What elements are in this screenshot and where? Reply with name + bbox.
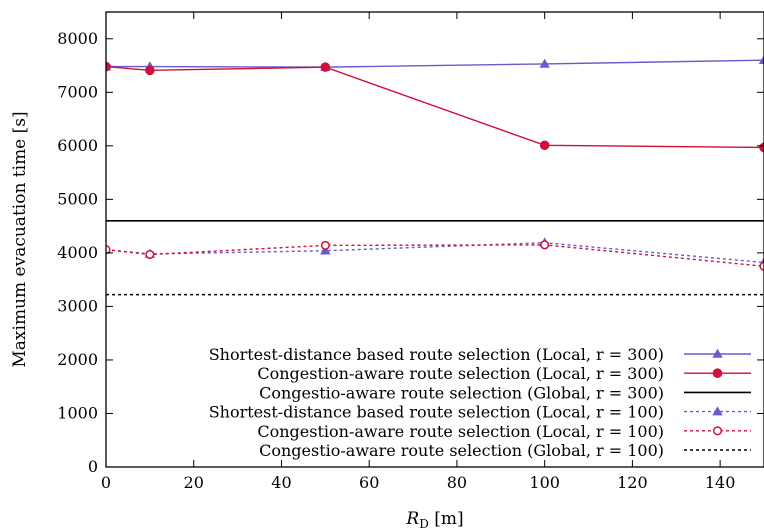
y-tick-label: 3000: [57, 296, 98, 315]
legend-label: Shortest-distance based route selection …: [209, 403, 664, 422]
y-tick-label: 0: [88, 457, 98, 476]
x-axis-label-symbol: R: [405, 509, 419, 529]
legend-entry-3: Congestio-aware route selection (Global,…: [259, 383, 751, 402]
series-line: [106, 65, 764, 149]
series-line: [106, 59, 764, 68]
data-point: [759, 142, 764, 153]
legend-entry-1: Shortest-distance based route selection …: [209, 345, 751, 364]
y-tick-label: 4000: [57, 243, 98, 262]
legend-swatch-marker: [712, 426, 723, 436]
legend-entry-5: Congestion-aware route selection (Local,…: [257, 422, 751, 441]
x-tick-label: 40: [271, 473, 291, 492]
legend-entry-2: Congestion-aware route selection (Local,…: [257, 364, 751, 383]
data-point: [106, 245, 111, 255]
legend-label: Congestio-aware route selection (Global,…: [259, 441, 664, 460]
series-layer: [106, 54, 764, 296]
series-line: [106, 242, 764, 264]
series-5: [106, 240, 764, 271]
axes-layer: 0 1000 2000 3000 4000 5000 6000 7000 8000 0 20 40 60…: [10, 11, 764, 529]
legend-swatch-marker: [712, 348, 723, 358]
data-point: [320, 245, 331, 255]
x-tick-label: 80: [447, 473, 467, 492]
y-tick-label: 8000: [57, 29, 98, 48]
data-point: [540, 240, 550, 250]
data-point: [759, 261, 764, 271]
data-point: [320, 62, 331, 72]
data-point: [145, 249, 155, 260]
data-point: [539, 140, 550, 151]
y-tick-label: 5000: [57, 189, 98, 208]
legend-swatch-marker: [712, 368, 723, 379]
series-4: [106, 237, 764, 267]
legend: Shortest-distance based route selection …: [209, 345, 751, 460]
legend-entry-4: Shortest-distance based route selection …: [209, 403, 751, 422]
data-point: [758, 54, 764, 64]
x-axis-label-subscript: D: [419, 517, 429, 529]
legend-label: Shortest-distance based route selection …: [209, 345, 664, 364]
x-tick-label: 100: [529, 473, 560, 492]
x-tick-label: 60: [359, 473, 379, 492]
data-point: [145, 65, 155, 76]
x-tick-label: 0: [101, 473, 111, 492]
series-line: [106, 244, 764, 267]
y-axis-label: Maximum evacuation time [s]: [10, 111, 30, 367]
legend-label: Congestion-aware route selection (Local,…: [257, 364, 664, 383]
y-tick-label: 2000: [57, 350, 98, 369]
x-tick-label: 20: [184, 473, 204, 492]
legend-label: Congestion-aware route selection (Local,…: [257, 422, 664, 441]
legend-label: Congestio-aware route selection (Global,…: [259, 383, 664, 402]
plot-frame: [105, 11, 764, 468]
data-point: [106, 61, 111, 72]
data-point: [320, 240, 330, 250]
series-1: [106, 54, 764, 71]
y-tick-label: 7000: [57, 82, 98, 101]
legend-entry-6: Congestio-aware route selection (Global,…: [259, 441, 751, 460]
x-axis-label-unit: [m]: [429, 509, 464, 529]
series-2: [106, 61, 764, 153]
x-tick-label: 120: [617, 473, 648, 492]
y-tick-label: 6000: [57, 136, 98, 155]
x-tick-label: 140: [705, 473, 736, 492]
x-axis-label: RD [m]: [405, 509, 463, 529]
data-point: [539, 58, 550, 68]
y-tick-label: 1000: [57, 403, 98, 422]
legend-swatch-marker: [712, 406, 723, 416]
